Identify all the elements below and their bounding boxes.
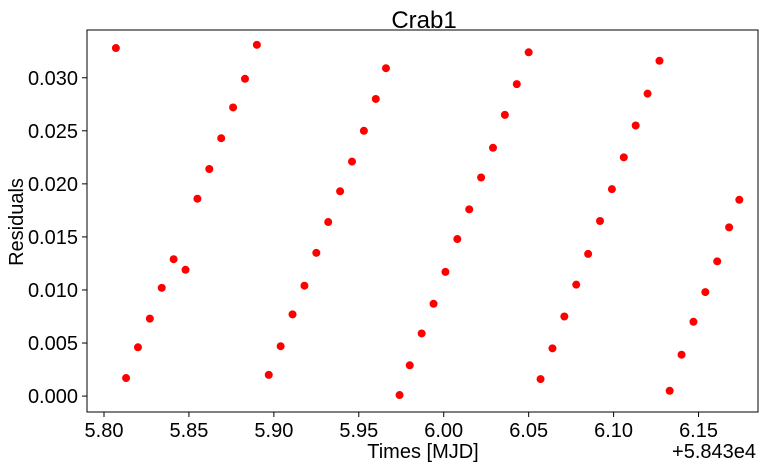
x-tick-label: 5.80 xyxy=(85,420,124,442)
data-point xyxy=(713,257,722,266)
data-point xyxy=(395,391,404,400)
y-tick-label: 0.020 xyxy=(28,174,78,196)
data-point xyxy=(371,94,380,103)
data-point xyxy=(111,44,120,53)
data-point xyxy=(607,185,616,194)
y-tick-label: 0.000 xyxy=(28,386,78,408)
x-tick-label: 6.05 xyxy=(509,420,548,442)
data-point xyxy=(584,249,593,258)
y-axis-ticks: 0.000 0.005 0.010 0.015 0.020 0.025 0.030 xyxy=(28,68,87,408)
x-axis-ticks: 5.80 5.85 5.90 5.95 6.00 6.05 6.10 6.15 xyxy=(85,412,718,442)
x-tick-label: 5.85 xyxy=(169,420,208,442)
x-axis-label: Times [MJD] xyxy=(367,441,478,463)
data-point xyxy=(548,344,557,353)
data-point xyxy=(288,310,297,319)
data-point xyxy=(477,173,486,182)
data-point xyxy=(677,350,686,359)
data-point xyxy=(145,314,154,323)
x-tick-label: 6.10 xyxy=(594,420,633,442)
x-tick-label: 5.90 xyxy=(254,420,293,442)
data-point xyxy=(453,235,462,244)
y-tick-label: 0.005 xyxy=(28,333,78,355)
data-point xyxy=(524,48,533,57)
y-tick-label: 0.010 xyxy=(28,280,78,302)
data-point xyxy=(429,299,438,308)
data-point xyxy=(536,375,545,384)
data-point xyxy=(665,386,674,395)
x-offset-label: +5.843e4 xyxy=(672,441,756,463)
data-point xyxy=(643,89,652,98)
data-point xyxy=(572,280,581,289)
data-point xyxy=(205,165,214,174)
data-point xyxy=(348,157,357,166)
data-point xyxy=(381,64,390,73)
x-tick-label: 6.00 xyxy=(424,420,463,442)
data-point xyxy=(300,281,309,290)
x-tick-label: 6.15 xyxy=(679,420,718,442)
data-point xyxy=(193,194,202,203)
data-point xyxy=(324,218,333,227)
data-point xyxy=(217,134,226,143)
data-point xyxy=(655,56,664,65)
data-point xyxy=(735,195,744,204)
x-tick-label: 5.95 xyxy=(339,420,378,442)
data-point xyxy=(359,126,368,135)
data-point xyxy=(181,265,190,274)
data-point xyxy=(122,374,131,383)
data-point xyxy=(264,370,273,379)
data-point xyxy=(441,267,450,276)
data-point xyxy=(336,187,345,196)
data-point xyxy=(512,80,521,89)
data-point xyxy=(465,205,474,214)
data-point xyxy=(312,248,321,257)
data-point xyxy=(417,329,426,338)
y-axis-label: Residuals xyxy=(6,178,28,266)
data-point xyxy=(488,143,497,152)
plot-frame xyxy=(86,29,759,413)
data-point xyxy=(240,74,249,83)
data-points xyxy=(111,40,744,400)
data-point xyxy=(560,312,569,321)
data-point xyxy=(500,110,509,119)
data-point xyxy=(619,153,628,162)
y-tick-label: 0.030 xyxy=(28,68,78,90)
data-point xyxy=(405,361,414,370)
data-point xyxy=(157,283,166,292)
data-point xyxy=(169,255,178,264)
data-point xyxy=(596,217,605,225)
data-point xyxy=(689,317,698,326)
y-tick-label: 0.015 xyxy=(28,227,78,249)
data-point xyxy=(133,343,142,352)
data-point xyxy=(229,103,238,112)
data-point xyxy=(276,342,285,351)
data-point xyxy=(631,121,640,130)
data-point xyxy=(725,223,734,232)
data-point xyxy=(252,40,261,49)
y-tick-label: 0.025 xyxy=(28,121,78,143)
data-point xyxy=(701,288,710,297)
